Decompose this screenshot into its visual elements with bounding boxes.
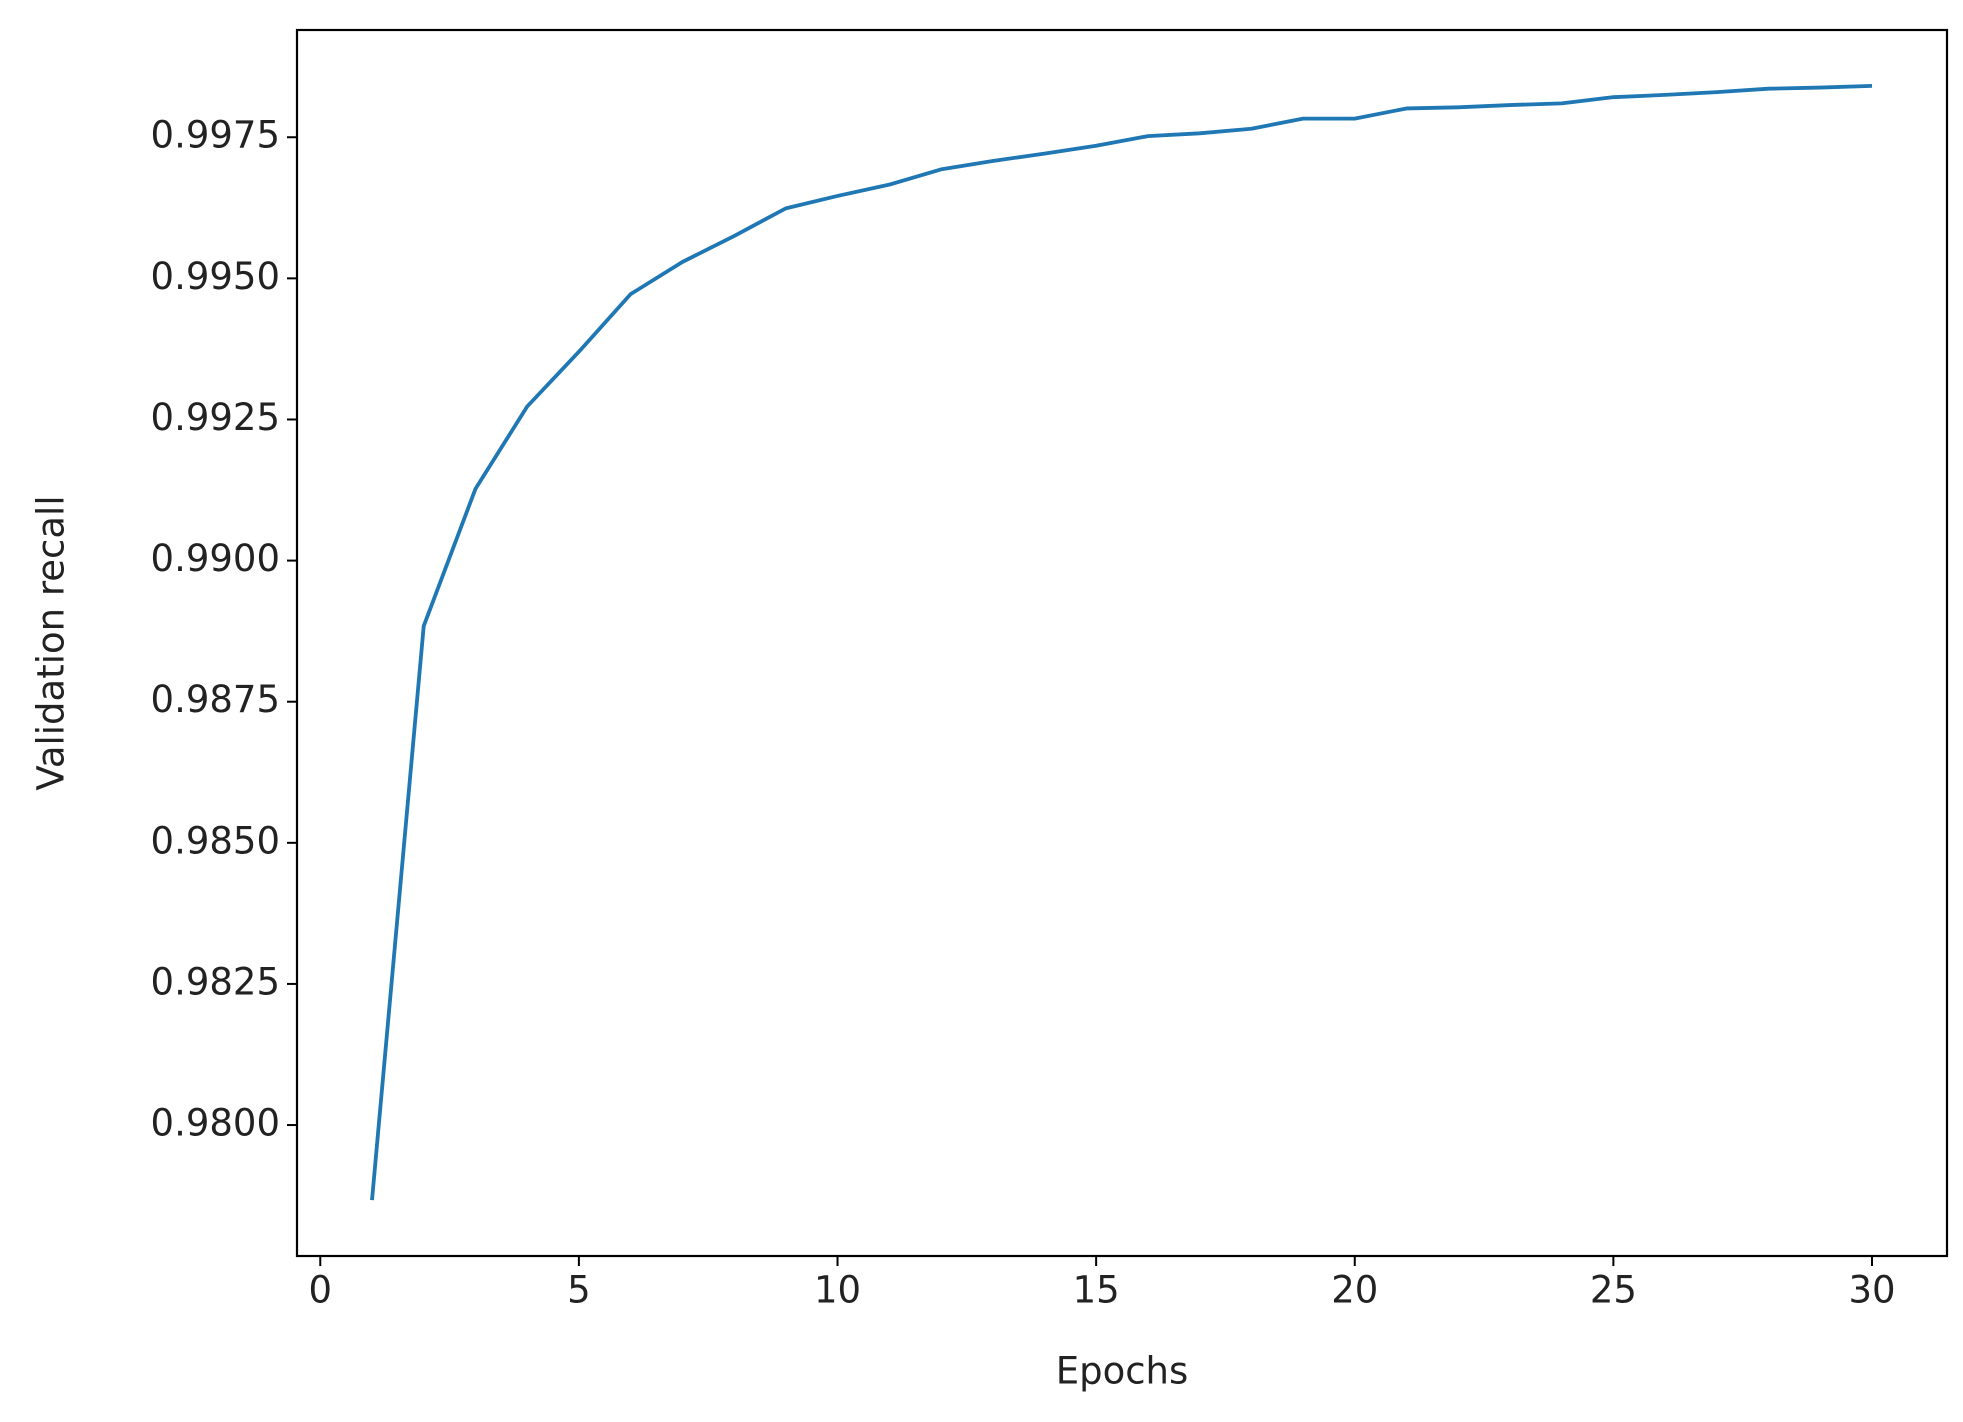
x-axis-label: Epochs — [1056, 1350, 1189, 1393]
axes-frame — [295, 28, 1949, 1258]
x-tick-label: 30 — [1848, 1269, 1895, 1312]
y-tick-label: 0.9825 — [151, 960, 280, 1003]
y-tick-label: 0.9850 — [151, 819, 280, 862]
y-axis-label: Validation recall — [30, 495, 73, 790]
x-tick-label: 5 — [567, 1269, 591, 1312]
x-tick-label: 20 — [1331, 1269, 1378, 1312]
x-tick-label: 0 — [309, 1269, 333, 1312]
x-tick-label: 15 — [1073, 1269, 1120, 1312]
y-tick-label: 0.9925 — [151, 396, 280, 439]
y-tick-label: 0.9875 — [151, 678, 280, 721]
y-tick-label: 0.9975 — [151, 114, 280, 157]
x-tick-label: 25 — [1590, 1269, 1637, 1312]
y-tick-label: 0.9800 — [151, 1102, 280, 1145]
data-line — [370, 83, 1873, 1201]
y-tick-label: 0.9900 — [151, 537, 280, 580]
x-tick-label: 10 — [814, 1269, 861, 1312]
y-tick-label: 0.9950 — [151, 255, 280, 298]
